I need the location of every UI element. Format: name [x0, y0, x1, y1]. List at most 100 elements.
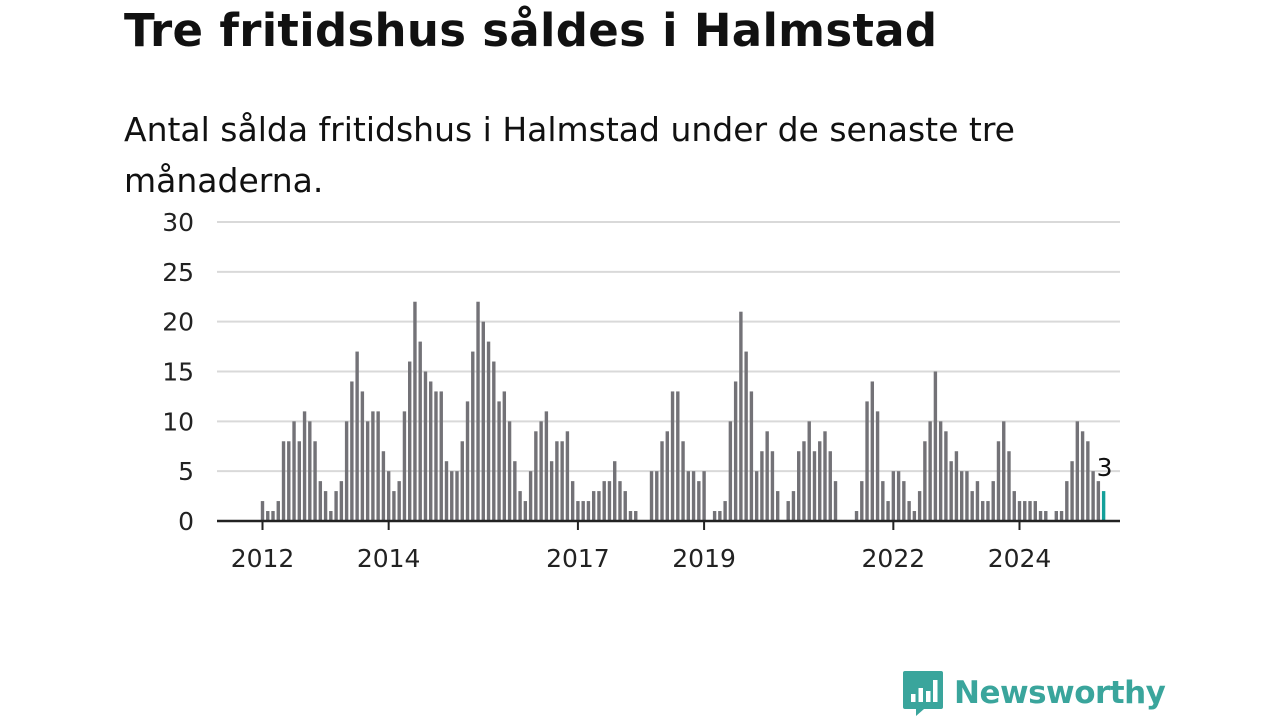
last-value-label: 3	[1097, 453, 1113, 482]
bar	[1054, 511, 1059, 521]
bar	[723, 501, 727, 521]
bar	[544, 411, 549, 521]
bar	[881, 481, 885, 521]
bar	[555, 441, 559, 521]
bar	[476, 301, 480, 521]
bar	[360, 391, 365, 521]
bar	[302, 411, 307, 521]
bar	[797, 451, 801, 521]
bar	[760, 451, 764, 521]
bar	[539, 421, 543, 521]
x-tick-label: 2022	[862, 544, 926, 573]
bar-chart-speech-bubble-icon	[903, 671, 943, 716]
bar	[739, 311, 743, 521]
bar	[1070, 461, 1074, 521]
bar	[875, 411, 880, 521]
bars	[260, 301, 1106, 521]
bar	[602, 481, 606, 521]
bar	[376, 411, 380, 521]
bar	[733, 381, 738, 521]
bar	[560, 441, 564, 521]
bar	[728, 421, 733, 521]
bar	[896, 471, 901, 521]
bar	[613, 461, 617, 521]
bar	[381, 451, 386, 521]
bar	[928, 421, 932, 521]
bar	[365, 421, 370, 521]
bar	[634, 511, 638, 521]
bar	[812, 451, 817, 521]
bar	[686, 471, 691, 521]
y-tick-label: 0	[178, 507, 194, 536]
bar	[938, 421, 943, 521]
y-tick-label: 20	[162, 308, 194, 337]
x-tick-label: 2012	[231, 544, 295, 573]
bar-highlighted	[1101, 491, 1106, 521]
bar	[959, 471, 964, 521]
bar	[828, 451, 832, 521]
y-tick-label: 10	[162, 407, 194, 436]
bar	[518, 491, 522, 521]
bar	[833, 481, 838, 521]
y-axis-ticks: 0 5 10 15 20 25 30	[162, 208, 194, 536]
bar	[986, 501, 990, 521]
bar	[1059, 511, 1064, 521]
bar	[334, 491, 338, 521]
bar	[308, 421, 312, 521]
y-tick-label: 25	[162, 258, 194, 287]
bar	[313, 441, 317, 521]
x-tick-label: 2017	[546, 544, 610, 573]
bar	[912, 511, 917, 521]
bar	[434, 391, 438, 521]
bar	[523, 501, 528, 521]
bar	[607, 481, 612, 521]
bar	[981, 501, 985, 521]
bar	[655, 471, 659, 521]
y-tick-label: 5	[178, 457, 194, 486]
newsworthy-logo: Newsworthy	[902, 670, 1166, 716]
bar	[576, 501, 580, 521]
bar	[371, 411, 375, 521]
bar	[1044, 511, 1048, 521]
bar	[471, 351, 475, 521]
bar	[455, 471, 459, 521]
bar	[260, 501, 265, 521]
bar	[697, 481, 701, 521]
bar	[786, 501, 790, 521]
bar	[670, 391, 675, 521]
bar	[1086, 441, 1090, 521]
bar	[465, 401, 470, 521]
bar	[791, 491, 796, 521]
bar	[917, 491, 922, 521]
bar	[807, 421, 811, 521]
bar	[386, 471, 391, 521]
bar	[949, 461, 953, 521]
bar	[271, 511, 275, 521]
bar	[775, 491, 780, 521]
bar	[681, 441, 685, 521]
bar	[996, 441, 1001, 521]
bar	[402, 411, 407, 521]
bar	[1033, 501, 1037, 521]
bar	[744, 351, 748, 521]
bar	[754, 471, 759, 521]
bar	[865, 401, 869, 521]
x-axis-ticks: 2012 2014 2017 2019 2022 2024	[231, 521, 1051, 573]
bar	[344, 421, 349, 521]
bar	[702, 471, 706, 521]
bar	[549, 461, 554, 521]
x-tick-label: 2019	[672, 544, 736, 573]
brand-name: Newsworthy	[954, 675, 1166, 711]
y-tick-label: 15	[162, 358, 194, 387]
bar	[281, 441, 286, 521]
bar	[591, 491, 596, 521]
y-tick-label: 30	[162, 208, 194, 237]
bar	[933, 371, 938, 521]
bar	[502, 391, 507, 521]
bar	[623, 491, 627, 521]
bar	[691, 471, 696, 521]
bar	[628, 511, 633, 521]
bar	[660, 441, 664, 521]
bar	[665, 431, 669, 521]
bar	[513, 461, 517, 521]
